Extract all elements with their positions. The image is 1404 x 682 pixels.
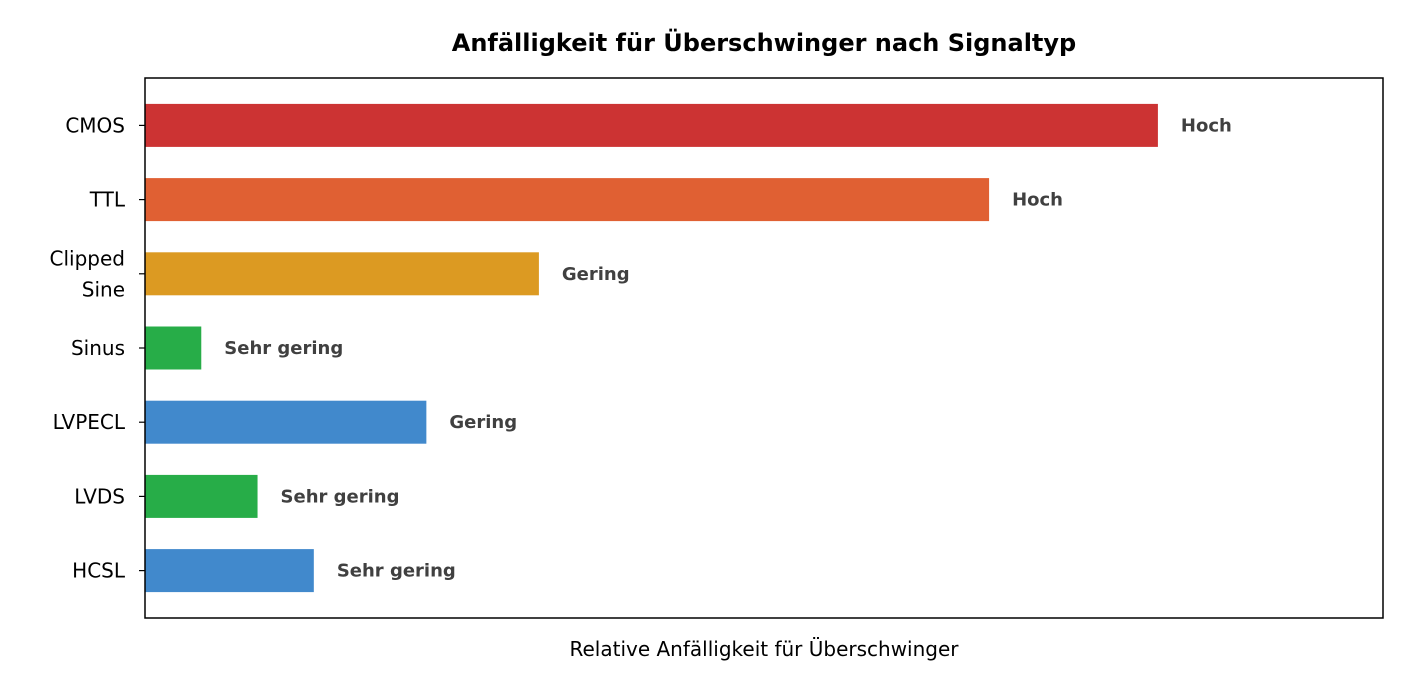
y-tick-label: LVDS (74, 484, 125, 508)
y-tick-label: TTL (89, 188, 126, 212)
bar (145, 178, 990, 222)
y-tick-label: HCSL (72, 559, 126, 583)
data-label: Sehr gering (224, 338, 343, 359)
bar (145, 549, 314, 593)
plot-frame (144, 77, 1384, 619)
bar (145, 103, 1158, 147)
bar (145, 252, 539, 296)
y-tick-label: Clipped (50, 246, 125, 270)
y-tick-label: Sinus (71, 336, 125, 360)
y-tick-label: Sine (82, 277, 125, 301)
data-label: Gering (562, 264, 630, 285)
y-tick-label: CMOS (65, 113, 125, 137)
x-axis-label: Relative Anfälligkeit für Überschwinger (569, 637, 959, 661)
data-label: Sehr gering (281, 486, 400, 507)
data-label: Gering (449, 412, 517, 433)
bar (145, 400, 427, 444)
data-label: Hoch (1181, 115, 1232, 136)
chart-title: Anfälligkeit für Überschwinger nach Sign… (452, 27, 1076, 57)
bar (145, 474, 258, 518)
y-tick-label: LVPECL (53, 410, 126, 434)
bar (145, 326, 202, 370)
data-label: Sehr gering (337, 561, 456, 582)
data-label: Hoch (1012, 190, 1063, 211)
